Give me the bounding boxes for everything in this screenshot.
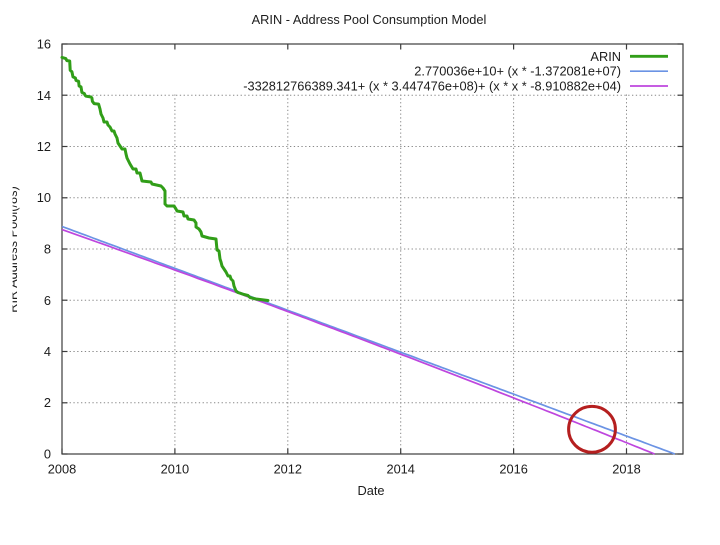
svg-text:2008: 2008 — [48, 462, 76, 477]
svg-text:2010: 2010 — [161, 462, 189, 477]
svg-text:ARIN: ARIN — [590, 49, 621, 64]
svg-text:ARIN - Address Pool Consumptio: ARIN - Address Pool Consumption Model — [252, 12, 487, 27]
svg-text:2016: 2016 — [499, 462, 527, 477]
svg-text:0: 0 — [44, 447, 51, 462]
svg-text:-332812766389.341+ (x * 3.4474: -332812766389.341+ (x * 3.447476e+08)+ (… — [243, 79, 621, 94]
svg-text:6: 6 — [44, 293, 51, 308]
svg-text:2: 2 — [44, 395, 51, 410]
svg-text:2018: 2018 — [612, 462, 640, 477]
svg-text:12: 12 — [37, 139, 51, 154]
svg-text:Date: Date — [357, 483, 384, 498]
svg-text:RIR Address Pool(/8s): RIR Address Pool(/8s) — [5, 186, 20, 313]
svg-text:4: 4 — [44, 344, 51, 359]
svg-text:8: 8 — [44, 242, 51, 257]
svg-text:16: 16 — [37, 37, 51, 52]
svg-text:2014: 2014 — [386, 462, 414, 477]
svg-text:2.770036e+10+ (x * -1.372081e+: 2.770036e+10+ (x * -1.372081e+07) — [414, 64, 621, 79]
svg-text:14: 14 — [37, 88, 51, 103]
svg-text:2012: 2012 — [274, 462, 302, 477]
svg-text:10: 10 — [37, 190, 51, 205]
